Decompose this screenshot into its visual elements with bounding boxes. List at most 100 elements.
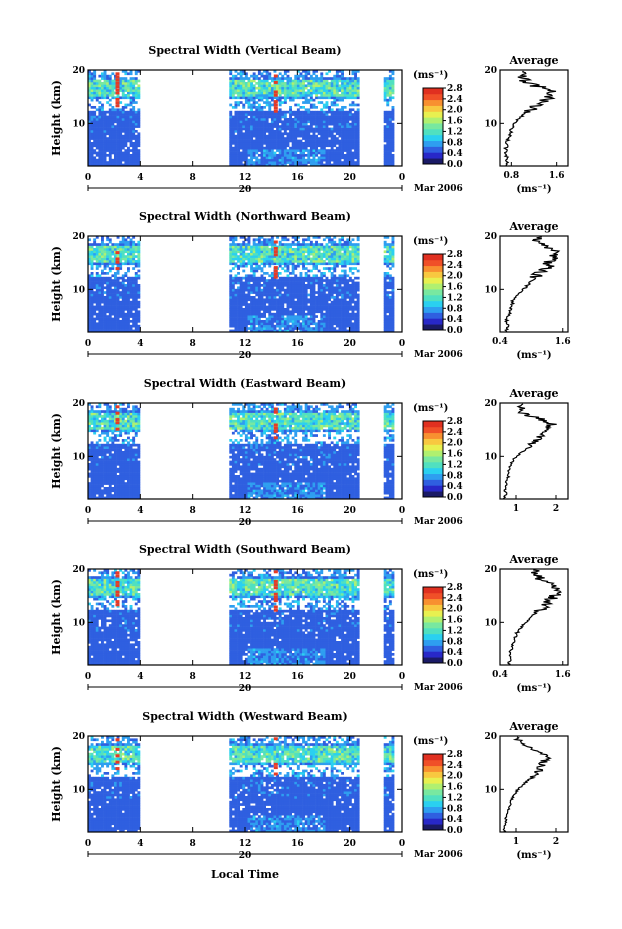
- heatmap-cell: [242, 158, 246, 162]
- heatmap-cell: [247, 312, 251, 316]
- heatmap-cell: [134, 77, 138, 80]
- heatmap-cell: [231, 250, 235, 254]
- heatmap-cell: [260, 98, 264, 102]
- heatmap-cell: [234, 144, 238, 148]
- heatmap-cell: [304, 77, 308, 80]
- heatmap-cell: [106, 303, 110, 306]
- heatmap-cell: [278, 163, 282, 166]
- heatmap-cell: [328, 305, 331, 309]
- heatmap-cell: [242, 269, 246, 273]
- heatmap-cell: [302, 79, 305, 83]
- heatmap-cell: [325, 91, 329, 95]
- heatmap-cell: [257, 110, 261, 114]
- heatmap-cell: [294, 320, 298, 323]
- heatmap-cell: [383, 86, 387, 90]
- heatmap-cell: [354, 74, 357, 78]
- heatmap-cell: [242, 245, 246, 249]
- heatmap-cell: [273, 86, 277, 90]
- heatmap-cell: [286, 324, 290, 328]
- heatmap-cell: [283, 84, 287, 88]
- heatmap-cell: [101, 103, 104, 107]
- heatmap-cell: [291, 132, 295, 136]
- heatmap-cell: [263, 163, 266, 166]
- heatmap-cell: [127, 310, 130, 314]
- heatmap-cell: [281, 79, 285, 83]
- heatmap-cell: [286, 274, 290, 278]
- heatmap-cell: [343, 262, 347, 266]
- heatmap-cell: [312, 161, 316, 164]
- heatmap-cell: [257, 315, 261, 318]
- heatmap-cell: [229, 329, 233, 332]
- heatmap-cell: [281, 139, 285, 143]
- heatmap-cell: [268, 142, 272, 145]
- heatmap-cell: [291, 139, 295, 143]
- heatmap-cell: [302, 101, 305, 104]
- heatmap-cell: [250, 151, 253, 155]
- heatmap-cell: [247, 281, 251, 285]
- heatmap-cell: [129, 248, 133, 251]
- heatmap-cell: [289, 315, 292, 318]
- heatmap-cell: [237, 89, 240, 92]
- heatmap-cell: [247, 296, 251, 299]
- heatmap-cell: [304, 132, 308, 136]
- heatmap-cell: [234, 70, 238, 73]
- heatmap-cell: [325, 245, 329, 249]
- heatmap-cell: [93, 82, 97, 85]
- heatmap-cell: [257, 288, 261, 292]
- heatmap-cell: [268, 144, 272, 148]
- heatmap-cell: [244, 327, 248, 330]
- heatmap-cell: [132, 89, 136, 92]
- heatmap-cell: [247, 245, 251, 249]
- heatmap-cell: [299, 84, 303, 88]
- heatmap-cell: [320, 151, 324, 155]
- heatmap-cell: [244, 281, 248, 285]
- heatmap-cell: [257, 257, 261, 261]
- heatmap-cell: [296, 86, 300, 90]
- heatmap-cell: [127, 130, 130, 133]
- heatmap-cell: [351, 163, 355, 166]
- colorbar-swatch: [423, 128, 443, 136]
- y-axis-label: Height (km): [50, 246, 63, 322]
- heatmap-cell: [132, 303, 136, 306]
- heatmap-cell: [276, 281, 279, 285]
- heatmap-cell: [307, 312, 311, 316]
- heatmap-cell: [247, 279, 251, 282]
- heatmap-cell: [90, 315, 94, 318]
- heatmap-cell: [270, 103, 274, 107]
- heatmap-cell: [286, 139, 290, 143]
- heatmap-cell: [354, 296, 357, 299]
- heatmap-cell: [346, 322, 350, 326]
- heatmap-cell: [348, 137, 352, 140]
- heatmap-cell: [134, 70, 138, 73]
- heatmap-cell: [95, 151, 99, 155]
- heatmap-cell: [88, 163, 91, 166]
- heatmap-cell: [234, 103, 238, 107]
- heatmap-cell: [268, 252, 272, 256]
- heatmap-cell: [291, 288, 295, 292]
- heatmap-cell: [346, 110, 350, 114]
- heatmap-cell: [278, 103, 282, 107]
- heatmap-cell: [320, 130, 324, 133]
- heatmap-cell: [121, 122, 125, 126]
- heatmap-cell: [325, 89, 329, 92]
- heatmap-cell: [263, 113, 266, 116]
- heatmap-cell: [239, 156, 243, 160]
- heatmap-cell: [278, 300, 282, 304]
- heatmap-cell: [101, 262, 104, 266]
- heatmap-cell: [132, 156, 136, 160]
- heatmap-cell: [229, 286, 233, 290]
- heatmap-cell: [250, 144, 253, 148]
- heatmap-cell: [121, 320, 125, 323]
- heatmap-cell: [95, 142, 99, 145]
- heatmap-cell: [317, 82, 321, 85]
- heatmap-cell: [325, 243, 329, 246]
- heatmap-cell: [388, 149, 392, 152]
- heatmap-cell: [103, 146, 107, 150]
- heatmap-cell: [346, 122, 350, 126]
- heatmap-cell: [237, 142, 240, 145]
- heatmap-cell: [330, 89, 334, 92]
- heatmap-cell: [341, 262, 344, 266]
- heatmap-cell: [307, 245, 311, 249]
- heatmap-cell: [386, 146, 390, 150]
- heatmap-cell: [328, 130, 331, 133]
